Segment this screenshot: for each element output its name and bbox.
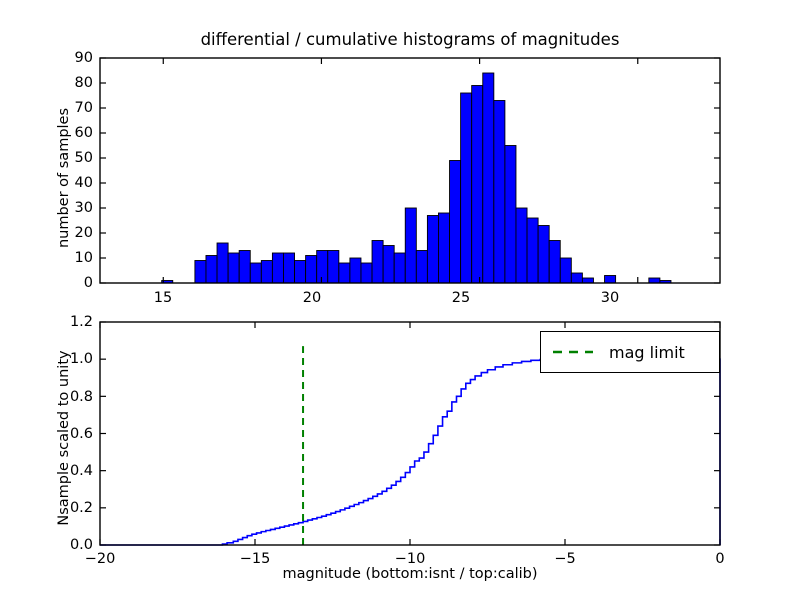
histogram-bar (317, 251, 328, 284)
top-ytick-60: 60 (55, 125, 93, 141)
histogram-bar (461, 93, 472, 283)
histogram-bar (549, 241, 560, 284)
histogram-bar (494, 101, 505, 284)
histogram-bar (328, 251, 339, 284)
histogram-bar (295, 261, 306, 284)
histogram-bar (339, 263, 350, 283)
histogram-bar (605, 276, 616, 284)
histogram-bar (472, 86, 483, 284)
histogram-bar (261, 261, 272, 284)
top-ytick-30: 30 (55, 200, 93, 216)
bottom-xtick-m20: −20 (85, 551, 116, 567)
histogram-bar (206, 256, 217, 284)
top-axes-ticks (100, 58, 720, 283)
top-ytick-10: 10 (55, 250, 93, 266)
figure-title: differential / cumulative histograms of … (100, 30, 720, 50)
top-ytick-0: 0 (55, 275, 93, 291)
histogram-bar (372, 241, 383, 284)
histogram-bar (162, 281, 173, 284)
top-ytick-80: 80 (55, 75, 93, 91)
histogram-bar (483, 73, 494, 283)
histogram-bar (272, 253, 283, 283)
histogram-bar (649, 278, 660, 283)
bottom-ytick-0p2: 0.2 (45, 500, 93, 516)
histogram-bar (571, 273, 582, 283)
histogram-bar (383, 246, 394, 284)
histogram-bar (394, 253, 405, 283)
histogram-bar (283, 253, 294, 283)
top-ytick-20: 20 (55, 225, 93, 241)
histogram-bar (217, 243, 228, 283)
histogram-bar (660, 281, 671, 284)
histogram-bar (405, 208, 416, 283)
top-axes-frame (100, 58, 720, 283)
bottom-xtick-m15: −15 (240, 551, 271, 567)
histogram-bars (162, 73, 671, 283)
histogram-bar (416, 251, 427, 284)
cumulative-curve (100, 346, 720, 545)
bottom-xtick-m10: −10 (395, 551, 426, 567)
histogram-bar (350, 258, 361, 283)
histogram-bar (560, 258, 571, 283)
histogram-bar (450, 161, 461, 284)
top-ytick-50: 50 (55, 150, 93, 166)
legend-label-mag-limit: mag limit (609, 343, 685, 362)
histogram-bar (228, 253, 239, 283)
matplotlib-figure: differential / cumulative histograms of … (0, 0, 800, 600)
top-ytick-40: 40 (55, 175, 93, 191)
histogram-bar (505, 146, 516, 284)
histogram-bar (516, 208, 527, 283)
histogram-bar (527, 218, 538, 283)
legend-dash-swatch (551, 345, 595, 359)
histogram-bar (250, 263, 261, 283)
top-ytick-90: 90 (55, 50, 93, 66)
bottom-ytick-1p0: 1.0 (45, 351, 93, 367)
bottom-ytick-0p8: 0.8 (45, 389, 93, 405)
top-axes-plot-area (0, 0, 800, 600)
histogram-bar (438, 213, 449, 283)
bottom-axes-xlabel: magnitude (bottom:isnt / top:calib) (100, 566, 720, 582)
bottom-ytick-1p2: 1.2 (45, 314, 93, 330)
top-xtick-30: 30 (601, 290, 619, 306)
histogram-bar (195, 261, 206, 284)
histogram-bar (361, 263, 372, 283)
bottom-xtick-0: 0 (715, 551, 724, 567)
histogram-bar (538, 226, 549, 284)
legend[interactable]: mag limit (540, 331, 720, 373)
histogram-bar (427, 216, 438, 284)
cumulative-line (100, 359, 720, 545)
bottom-ytick-0p6: 0.6 (45, 426, 93, 442)
bottom-ytick-0p4: 0.4 (45, 463, 93, 479)
histogram-bar (239, 251, 250, 284)
top-xtick-20: 20 (303, 290, 321, 306)
histogram-bar (306, 256, 317, 284)
histogram-bar (582, 278, 593, 283)
top-xtick-15: 15 (154, 290, 172, 306)
bottom-xtick-m5: −5 (554, 551, 575, 567)
top-ytick-70: 70 (55, 100, 93, 116)
top-xtick-25: 25 (452, 290, 470, 306)
